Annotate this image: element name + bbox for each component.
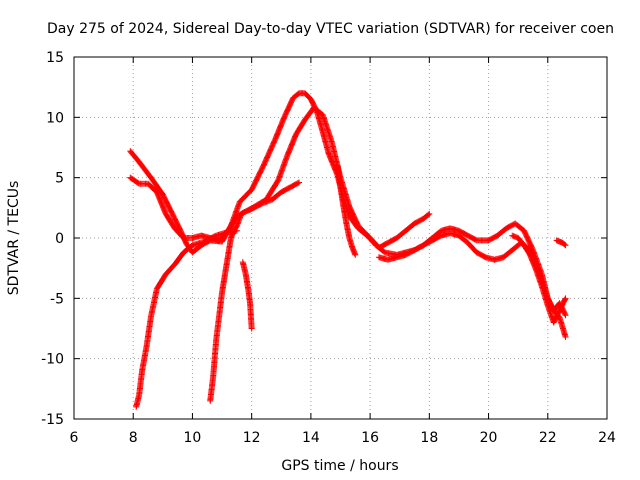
data-point [562, 296, 569, 303]
data-point [561, 241, 568, 248]
x-tick-label: 22 [539, 430, 557, 446]
series-track-c [133, 227, 240, 410]
data-points [127, 90, 569, 410]
x-tick-label: 16 [361, 430, 379, 446]
x-tick-label: 20 [480, 430, 498, 446]
y-tick-label: -10 [41, 352, 64, 368]
data-point [562, 312, 569, 319]
data-point [425, 211, 432, 218]
y-tick-label: -5 [50, 291, 64, 307]
chart-title: Day 275 of 2024, Sidereal Day-to-day VTE… [47, 21, 614, 37]
data-point [562, 242, 569, 249]
y-tick-label: 0 [55, 231, 64, 247]
y-axis-title: SDTVAR / TECUs [6, 181, 22, 296]
series-track-i [553, 237, 569, 249]
data-point [562, 295, 569, 302]
x-tick-label: 14 [302, 430, 320, 446]
data-point [562, 311, 569, 318]
data-point [296, 179, 303, 186]
data-point [248, 325, 255, 332]
series-track-e [239, 259, 255, 332]
series-track-f [334, 162, 359, 258]
data-point [426, 210, 433, 217]
series-track-h [509, 232, 569, 326]
series-track-d [207, 179, 303, 404]
x-tick-label: 8 [129, 430, 138, 446]
x-tick-label: 6 [70, 430, 79, 446]
ticks: 6 8 10 12 14 16 18 20 22 24 -15 -10 -5 0 5 10 15 [41, 50, 616, 446]
x-tick-label: 12 [243, 430, 261, 446]
x-axis-title: GPS time / hours [281, 458, 398, 474]
x-tick-label: 10 [184, 430, 202, 446]
data-point [352, 251, 359, 258]
y-tick-label: -15 [41, 412, 64, 428]
y-tick-label: 5 [55, 171, 64, 187]
data-point [294, 180, 301, 187]
y-tick-label: 10 [46, 110, 64, 126]
y-tick-label: 15 [46, 50, 64, 66]
x-tick-label: 18 [420, 430, 438, 446]
data-point [562, 333, 569, 340]
x-tick-label: 24 [598, 430, 616, 446]
